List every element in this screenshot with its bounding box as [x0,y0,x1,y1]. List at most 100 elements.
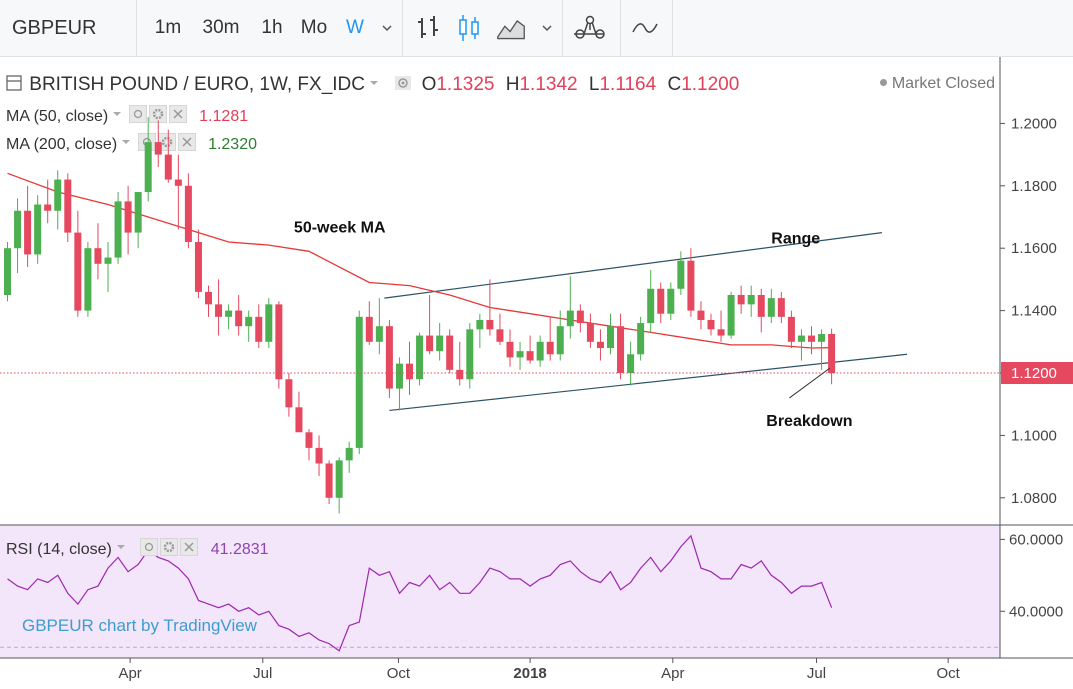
candle-body [828,334,836,373]
rsi-close-icon[interactable] [180,538,199,556]
bar-style-icon[interactable] [414,12,444,44]
symbol-search[interactable]: GBPEUR [0,0,137,56]
candle-body [295,407,303,433]
chart-title: BRITISH POUND / EURO, 1W, FX_IDC [29,74,365,95]
candle-body [235,310,243,327]
area-style-icon[interactable] [496,12,526,44]
title-chevron-down-icon[interactable] [369,78,379,88]
candle-body [536,341,544,361]
ma50-settings-icon[interactable] [148,105,167,123]
time-tick-label: Oct [937,665,961,682]
rsi-label: RSI (14, close) [6,541,112,558]
candle-body [225,310,233,317]
timeframe-chevron-down-icon[interactable] [381,22,393,34]
candle-body [64,179,72,233]
ma200-legend: MA (200, close) 1.2320 [6,133,257,154]
collapse-legend-icon[interactable] [6,74,24,92]
price-tick-label: 1.1400 [1011,303,1057,320]
candle-style-icon[interactable] [454,12,484,44]
candle-body [808,335,815,342]
candle-body [607,326,614,349]
rsi-eye-icon[interactable] [140,538,159,556]
candle-body [194,241,202,292]
candle-body [305,432,313,448]
price-tick-label: 1.1600 [1011,240,1057,257]
candle-body [526,351,534,361]
candle-body [506,341,514,358]
candle-body [657,288,665,314]
candle-body [596,341,604,349]
rsi-legend: RSI (14, close) 41.2831 [6,538,269,559]
candle-body [84,248,92,311]
candle-body [757,295,765,317]
candle-body [787,316,795,342]
candle-body [285,379,293,408]
ma200-value: 1.2320 [208,136,257,153]
timeframe-month[interactable]: Mo [300,17,328,38]
chart-style-chevron-down-icon[interactable] [541,22,553,34]
candle-body [436,335,444,352]
breakdown-pointer-line [789,367,830,399]
candle-body [797,335,805,342]
candle-body [54,179,62,211]
ma200-chevron-down-icon[interactable] [121,137,131,147]
candle-body [245,316,253,327]
annotation-50-week-ma: 50-week MA [294,220,386,237]
indicators-icon[interactable] [572,12,608,44]
eye-icon[interactable] [394,75,412,91]
channel-line-lower [389,353,908,412]
watermark[interactable]: GBPEUR chart by TradingView [22,616,257,635]
candle-body [174,179,182,186]
timeframe-1h[interactable]: 1h [261,17,283,38]
candle-body [486,319,494,330]
current-price-label: 1.1200 [1011,365,1057,382]
candle-body [406,363,413,380]
market-status: Market Closed [880,75,995,93]
candle-body [205,291,212,305]
timeframe-week[interactable]: W [346,17,364,38]
candle-body [315,447,323,464]
low-label: L [588,74,600,95]
timeframe-30m[interactable]: 30m [202,17,240,38]
status-dot-icon [880,79,888,86]
candle-body [777,298,785,317]
market-status-text: Market Closed [891,75,995,92]
rsi-tick-label: 60.0000 [1009,531,1063,548]
candle-body [747,295,755,305]
close-value: 1.1200 [681,74,740,95]
candle-body [154,142,162,155]
candle-body [496,329,504,342]
rsi-settings-icon[interactable] [160,538,179,556]
current-price-tag [1001,362,1073,384]
candle-body [727,295,735,336]
candle-body [335,460,343,498]
drawing-line-icon[interactable] [630,12,660,44]
rsi-chevron-down-icon[interactable] [116,542,126,552]
candle-body [476,319,484,330]
candle-body [124,201,132,233]
candle-body [717,329,725,336]
candle-body [456,369,464,380]
candle-body [184,185,192,242]
candle-body [385,326,393,389]
candle-body [325,463,333,498]
ma50-close-icon[interactable] [168,105,187,123]
timeframe-1m[interactable]: 1m [154,17,182,38]
close-label: C [667,74,682,95]
candle-body [516,351,524,358]
ma50-value: 1.1281 [199,108,249,125]
price-tick-label: 1.2000 [1011,115,1057,132]
ma50-eye-icon[interactable] [128,105,147,123]
candle-body [44,204,52,211]
candle-body [34,204,42,255]
open-label: O [421,74,437,95]
ma50-line [7,172,832,349]
ma50-chevron-down-icon[interactable] [112,109,122,119]
candle-body [566,310,574,327]
annotation-breakdown: Breakdown [766,413,852,430]
candle-body [395,363,403,389]
candle-body [707,319,715,330]
ma200-close-icon[interactable] [177,133,196,151]
candle-body [275,304,283,380]
